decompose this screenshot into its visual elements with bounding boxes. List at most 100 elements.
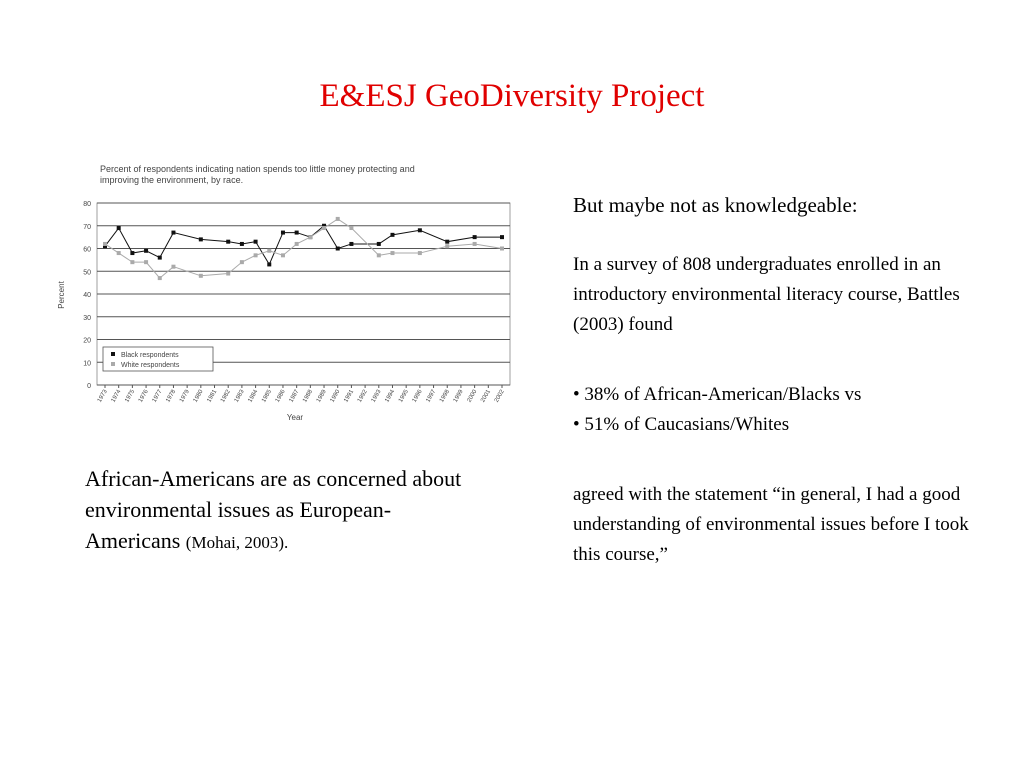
point [280, 230, 285, 235]
point [144, 260, 149, 265]
x-tick-label: 1993 [371, 388, 383, 403]
chart-title: Percent of respondents indicating nation… [100, 164, 415, 185]
x-tick-label: 1986 [275, 388, 287, 403]
point [267, 262, 272, 267]
point [500, 246, 504, 251]
chart: Percent of respondents indicating nation… [57, 164, 511, 422]
legend-swatch [111, 362, 115, 366]
y-tick-label: 60 [83, 247, 91, 254]
point [322, 226, 327, 231]
right-closing: agreed with the statement “in general, I… [573, 484, 969, 565]
x-tick-label: 1984 [247, 388, 259, 403]
x-tick-label: 1975 [124, 388, 136, 403]
point [349, 226, 354, 231]
x-tick-label: 1998 [439, 388, 451, 403]
x-tick-label: 1973 [97, 388, 109, 403]
y-axis-label: Percent [57, 280, 66, 308]
point [417, 251, 422, 256]
y-tick-label: 30 [83, 315, 91, 322]
point [445, 244, 450, 249]
x-tick-label: 1978 [165, 388, 177, 403]
point [376, 253, 381, 258]
bullet: • 38% of African-American/Blacks vs [573, 384, 862, 405]
x-tick-label: 1996 [412, 388, 424, 403]
x-tick-label: 1987 [289, 388, 301, 403]
right-text: But maybe not as knowledgeable: In a sur… [573, 190, 973, 570]
point [157, 276, 162, 281]
x-tick-label: 1994 [384, 388, 396, 403]
series-line [104, 224, 502, 266]
legend-box [102, 346, 214, 372]
y-tick-label: 40 [83, 292, 91, 299]
point [335, 216, 340, 221]
point [130, 260, 135, 265]
legend-label: White respondents [121, 362, 180, 369]
point [171, 264, 176, 269]
citation: (Mohai, 2003). [185, 533, 289, 552]
point [253, 253, 258, 258]
point [390, 232, 395, 237]
x-tick-label: 1980 [193, 388, 205, 403]
x-tick-label: 1982 [220, 388, 232, 403]
y-tick-label: 0 [87, 383, 91, 390]
x-tick-label: 1981 [206, 388, 218, 403]
x-tick-label: 2000 [466, 388, 478, 403]
point [103, 244, 107, 249]
x-tick-label: 1977 [152, 388, 164, 403]
x-tick-label: 1989 [316, 388, 328, 403]
x-tick-label: 1976 [138, 388, 150, 403]
point [500, 235, 504, 240]
right-heading: But maybe not as knowledgeable: [573, 193, 858, 217]
x-tick-label: 1991 [343, 388, 355, 403]
bullet: • 51% of Caucasians/Whites [573, 414, 790, 435]
point [144, 248, 149, 253]
x-tick-label: 1979 [179, 388, 191, 403]
point [198, 237, 203, 242]
point [157, 255, 162, 260]
legend-label: Black respondents [121, 352, 179, 359]
x-tick-label: 1974 [111, 388, 123, 403]
point [253, 239, 258, 244]
point [239, 241, 244, 246]
y-tick-label: 50 [83, 269, 91, 276]
point [226, 239, 231, 244]
point [116, 251, 121, 256]
y-tick-label: 20 [83, 338, 91, 345]
x-tick-label: 2001 [480, 388, 492, 403]
point [472, 241, 477, 246]
x-tick-label: 1997 [425, 388, 437, 403]
point [390, 251, 395, 256]
left-main: African-Americans are as concerned about… [85, 466, 462, 553]
point [308, 235, 313, 240]
point [280, 253, 285, 258]
point [349, 241, 354, 246]
x-axis-label: Year [287, 413, 304, 422]
point [171, 230, 176, 235]
point [445, 239, 450, 244]
point [335, 246, 340, 251]
x-tick-label: 1985 [261, 388, 273, 403]
point [417, 228, 422, 233]
y-tick-label: 70 [83, 224, 91, 231]
point [198, 273, 203, 278]
x-tick-label: 1999 [453, 388, 465, 403]
point [267, 248, 272, 253]
point [116, 226, 121, 231]
point [294, 230, 299, 235]
x-tick-label: 1995 [398, 388, 410, 403]
point [472, 235, 477, 240]
x-tick-label: 1992 [357, 388, 369, 403]
y-tick-label: 10 [83, 360, 91, 367]
point [294, 241, 299, 246]
right-paragraph: In a survey of 808 undergraduates enroll… [573, 254, 960, 335]
point [226, 271, 231, 276]
point [130, 251, 135, 256]
point [103, 241, 107, 246]
x-tick-label: 2002 [494, 388, 506, 403]
x-tick-label: 1988 [302, 388, 314, 403]
y-tick-label: 80 [83, 201, 91, 208]
point [239, 260, 244, 265]
legend-swatch [111, 352, 115, 356]
point [322, 223, 327, 228]
